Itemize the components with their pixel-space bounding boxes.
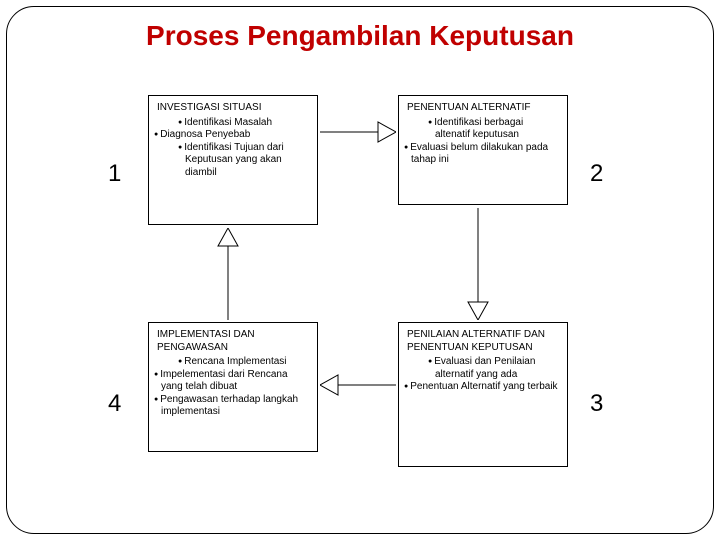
- list-item: Rencana Implementasi: [157, 356, 309, 369]
- arrow-up-icon: [217, 228, 239, 320]
- arrow-right-icon: [320, 121, 396, 143]
- box-heading: PENILAIAN ALTERNATIF DAN PENENTUAN KEPUT…: [407, 329, 559, 354]
- step-number-4: 4: [108, 390, 121, 418]
- box-heading: INVESTIGASI SITUASI: [157, 102, 309, 115]
- slide-frame: [6, 6, 714, 534]
- page-title: Proses Pengambilan Keputusan: [0, 20, 720, 52]
- list-item: Evaluasi dan Penilaian alternatif yang a…: [407, 356, 559, 381]
- box-implementasi: IMPLEMENTASI DAN PENGAWASAN Rencana Impl…: [148, 322, 318, 452]
- step-number-1: 1: [108, 160, 121, 188]
- bullet-list: Identifikasi berbagai altenatif keputusa…: [407, 117, 559, 167]
- box-penilaian: PENILAIAN ALTERNATIF DAN PENENTUAN KEPUT…: [398, 322, 568, 467]
- list-item: Identifikasi berbagai altenatif keputusa…: [407, 117, 559, 142]
- box-penentuan: PENENTUAN ALTERNATIF Identifikasi berbag…: [398, 95, 568, 205]
- arrow-left-icon: [320, 374, 396, 396]
- box-investigasi: INVESTIGASI SITUASI Identifikasi Masalah…: [148, 95, 318, 225]
- bullet-list: Identifikasi Masalah Diagnosa Penyebab I…: [157, 117, 309, 180]
- list-item: Identifikasi Masalah: [157, 117, 309, 130]
- box-heading: PENENTUAN ALTERNATIF: [407, 102, 559, 115]
- box-heading: IMPLEMENTASI DAN PENGAWASAN: [157, 329, 309, 354]
- list-item: Penentuan Alternatif yang terbaik: [407, 381, 559, 394]
- list-item: Identifikasi Tujuan dari Keputusan yang …: [157, 142, 309, 180]
- list-item: Diagnosa Penyebab: [157, 129, 309, 142]
- step-number-2: 2: [590, 160, 603, 188]
- bullet-list: Evaluasi dan Penilaian alternatif yang a…: [407, 356, 559, 394]
- list-item: Evaluasi belum dilakukan pada tahap ini: [407, 142, 559, 167]
- arrow-down-icon: [467, 208, 489, 320]
- bullet-list: Rencana Implementasi Impelementasi dari …: [157, 356, 309, 419]
- list-item: Impelementasi dari Rencana yang telah di…: [157, 369, 309, 394]
- step-number-3: 3: [590, 390, 603, 418]
- list-item: Pengawasan terhadap langkah implementasi: [157, 394, 309, 419]
